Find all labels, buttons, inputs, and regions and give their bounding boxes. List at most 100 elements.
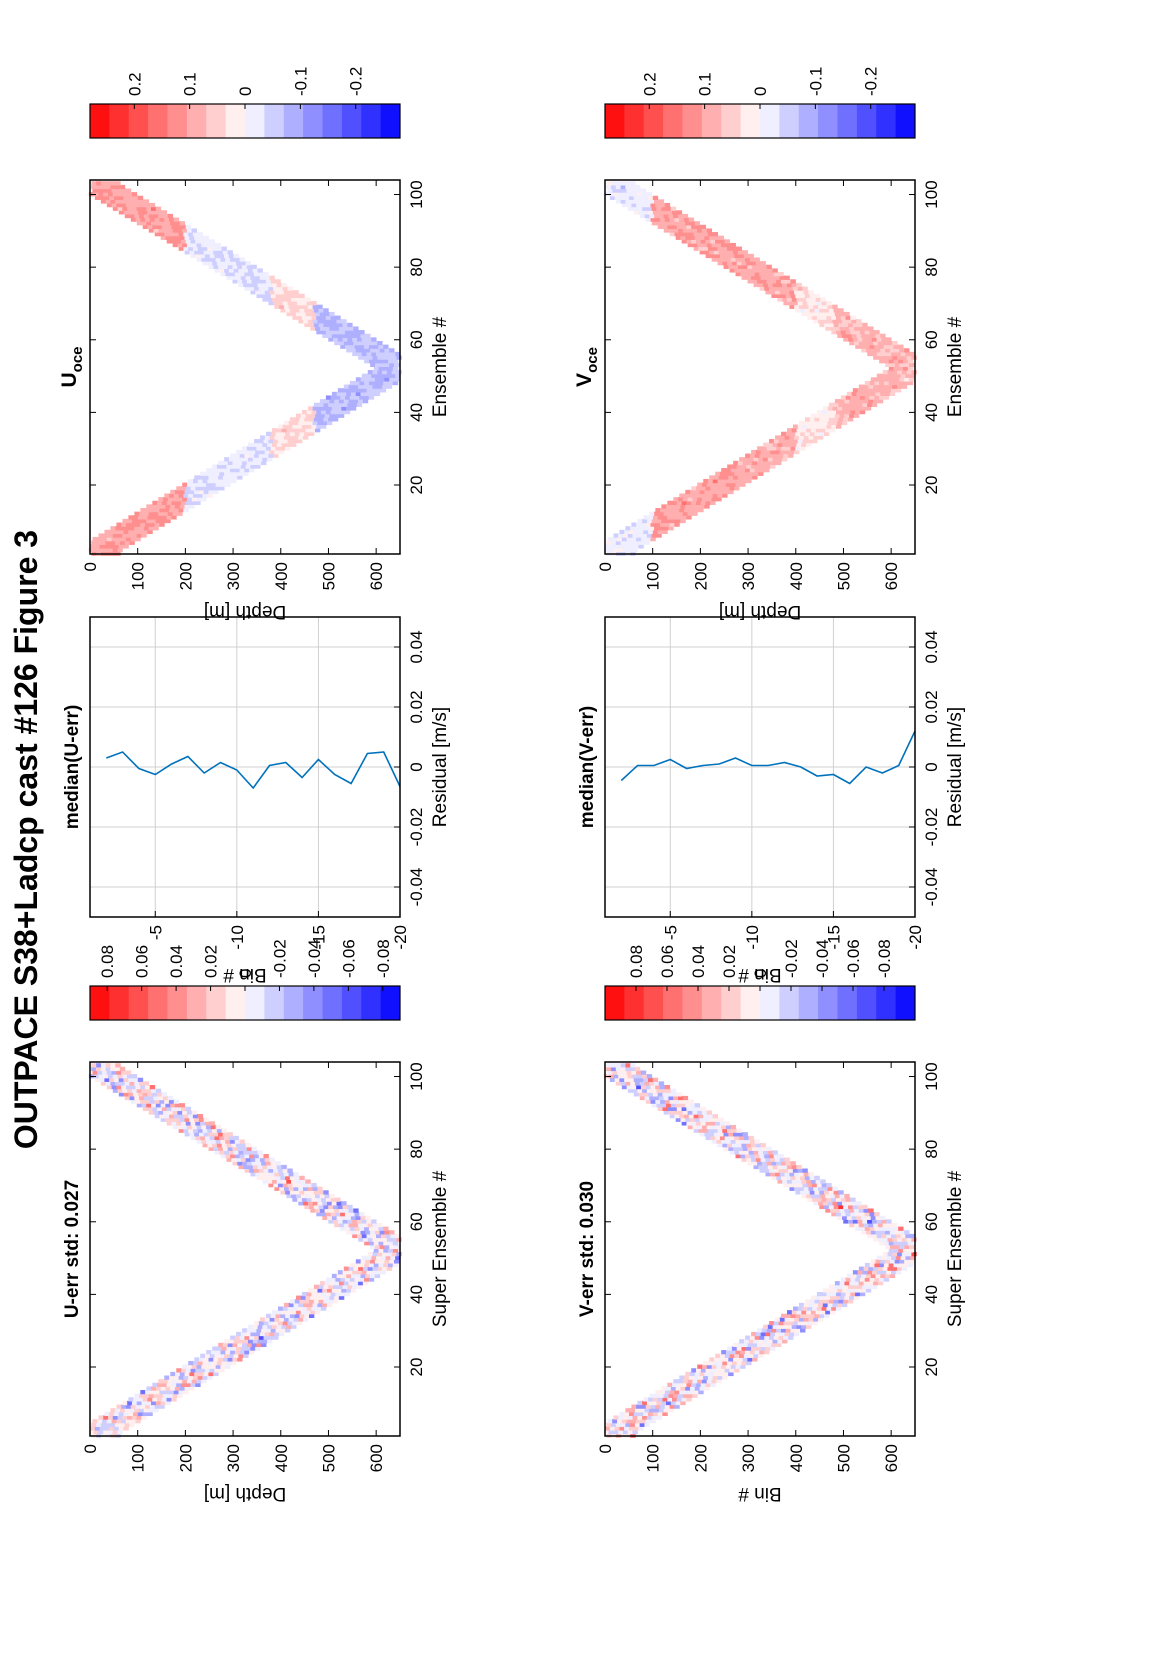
heatmap-cell (823, 1313, 830, 1318)
heatmap-cell (706, 482, 713, 487)
colorbar-swatch (245, 986, 265, 1020)
heatmap-cell (305, 1295, 311, 1300)
heatmap-cell (846, 319, 853, 324)
heatmap-cell (637, 1400, 643, 1406)
heatmap-cell (649, 511, 655, 516)
heatmap-cell (699, 1132, 706, 1137)
heatmap-cell (900, 373, 907, 378)
heatmap-cell (266, 431, 272, 436)
heatmap-cell (183, 493, 189, 498)
heatmap-cell (628, 544, 635, 549)
heatmap-cell (803, 420, 810, 426)
heatmap-cell (214, 1150, 220, 1155)
colorbar-swatch (856, 986, 877, 1020)
heatmap-cell (693, 246, 700, 251)
heatmap-cell (639, 540, 646, 545)
heatmap-cell (761, 1328, 768, 1333)
heatmap-cell (901, 1237, 908, 1242)
heatmap-cell (725, 1350, 732, 1355)
heatmap-cell (820, 311, 826, 317)
heatmap-cell (347, 1204, 353, 1210)
heatmap-cell (829, 1193, 836, 1199)
heatmap-cell (318, 1284, 325, 1289)
heatmap-cell (173, 217, 180, 222)
heatmap-cell (265, 293, 272, 299)
heatmap-cell (305, 1310, 311, 1315)
heatmap-cell (149, 1404, 156, 1409)
heatmap-cell (713, 1371, 720, 1377)
heatmap-cell (675, 1103, 681, 1108)
heatmap-cell (167, 213, 174, 219)
heatmap-cell (856, 1273, 862, 1279)
heatmap-cell (807, 1321, 813, 1326)
heatmap-cell (374, 1244, 381, 1249)
heatmap-cell (352, 1284, 358, 1289)
heatmap-cell (705, 1382, 711, 1387)
heatmap-cell (301, 301, 308, 306)
heatmap-cell (816, 424, 823, 429)
heatmap-cell (758, 1353, 764, 1358)
heatmap-cell (291, 297, 297, 302)
heatmap-cell (340, 1277, 346, 1282)
heatmap-cell (618, 1415, 624, 1420)
heatmap-cell (685, 221, 691, 226)
heatmap-cell (786, 1324, 793, 1329)
heatmap-cell (137, 210, 144, 215)
heatmap-cell (125, 1070, 132, 1075)
heatmap-cell (361, 1270, 368, 1275)
heatmap-cell (233, 471, 239, 476)
heatmap-cell (182, 497, 188, 502)
heatmap-cell (761, 446, 768, 451)
heatmap-cell (770, 1172, 776, 1177)
heatmap-cell (315, 413, 321, 418)
heatmap-cell (672, 224, 678, 230)
heatmap-cell (802, 301, 808, 306)
heatmap-cell (836, 1291, 842, 1297)
heatmap-cell (293, 435, 299, 440)
heatmap-cell (143, 1081, 150, 1086)
heatmap-cell (121, 1419, 127, 1424)
heatmap-cell (191, 1364, 198, 1369)
heatmap-cell (208, 1146, 214, 1151)
heatmap-cell (163, 228, 169, 233)
heatmap-cell (807, 424, 813, 429)
heatmap-cell (733, 1342, 739, 1348)
heatmap-cell (843, 322, 849, 328)
heatmap-cell (820, 1179, 826, 1184)
heatmap-cell (228, 1339, 235, 1344)
heatmap-cell (875, 391, 881, 397)
x-tick-label: 60 (407, 1212, 426, 1231)
x-axis-label: Super Ensemble # (945, 1170, 966, 1327)
heatmap-cell (332, 1299, 339, 1304)
colorbar-swatch (818, 104, 838, 138)
heatmap-cell (838, 1190, 844, 1195)
heatmap-cell (235, 261, 242, 266)
heatmap-cell (725, 257, 732, 262)
heatmap-cell (352, 1219, 358, 1224)
plot-title: median(V-err) (577, 706, 598, 828)
heatmap-cell (881, 1219, 887, 1224)
heatmap-cell (220, 1364, 226, 1369)
heatmap-cell (607, 1070, 613, 1075)
heatmap-cell (895, 351, 902, 357)
heatmap-cell (297, 1306, 303, 1311)
heatmap-cell (770, 1346, 776, 1351)
heatmap-cell (797, 1183, 804, 1188)
heatmap-cell (148, 1393, 155, 1398)
heatmap-cell (705, 486, 711, 491)
heatmap-cell (160, 504, 167, 509)
heatmap-cell (299, 1313, 305, 1318)
heatmap-cell (220, 468, 226, 473)
heatmap-cell (282, 439, 289, 444)
heatmap-cell (274, 1172, 280, 1177)
heatmap-cell (652, 210, 659, 215)
heatmap-cell (731, 261, 738, 266)
heatmap-cell (353, 384, 359, 389)
colorbar-tick-label: 0.08 (98, 945, 117, 978)
heatmap-cell (360, 1273, 366, 1279)
heatmap-cell (760, 1157, 766, 1162)
heatmap-cell (151, 504, 157, 509)
heatmap-cell (847, 1299, 854, 1304)
heatmap-cell (252, 1164, 259, 1170)
